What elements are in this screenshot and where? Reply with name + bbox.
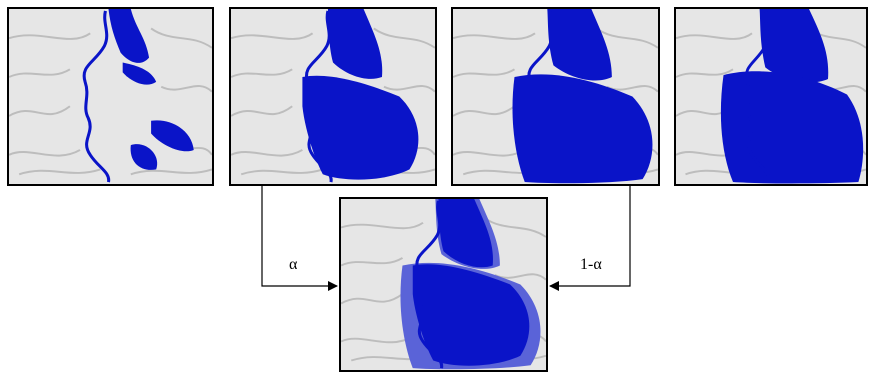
flood-stage-1-panel: [7, 7, 214, 186]
flood-area: [547, 9, 612, 81]
flood-stage-3-panel: [451, 7, 660, 186]
river-channel: [527, 10, 556, 183]
flood-area: [720, 71, 864, 184]
alpha-label: α: [289, 256, 298, 273]
river-channel: [415, 200, 444, 369]
alpha-arrow: [261, 186, 338, 291]
flood-stage-1-map: [9, 9, 212, 184]
flood-stage-2-map: [231, 9, 435, 184]
one-minus-alpha-arrow: [549, 186, 631, 291]
river-channel: [304, 10, 333, 183]
flood-area: [151, 120, 194, 152]
flood-area: [759, 9, 829, 83]
flood-area: [327, 9, 383, 79]
river-channel: [744, 10, 771, 183]
flood-area: [512, 74, 653, 184]
flood-stage-3-map: [453, 9, 658, 184]
blended-flood-result-map: [341, 199, 546, 370]
river-channel: [82, 10, 111, 183]
blended-result-panel: [339, 197, 548, 372]
flood-stage-4-panel: [674, 7, 868, 186]
flood-area: [412, 264, 530, 366]
flood-stage-4-map: [676, 9, 866, 184]
flood-stage-2-panel: [229, 7, 437, 186]
flood-area: [108, 9, 150, 63]
one-minus-alpha-label: 1-α: [580, 256, 602, 273]
flood-area: [130, 144, 158, 170]
flood-area: [302, 75, 419, 180]
flood-area: [122, 62, 157, 85]
flood-area: [438, 199, 493, 268]
